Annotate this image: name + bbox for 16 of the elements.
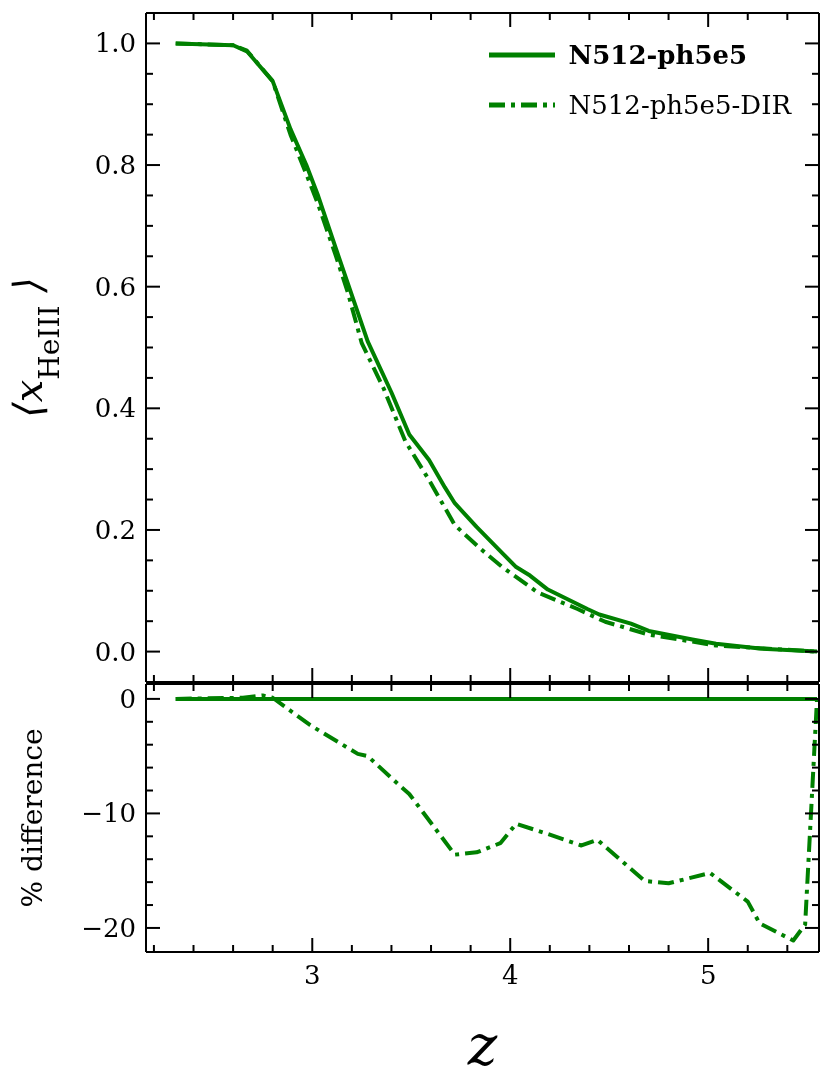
y-tick-label: 0.6: [94, 271, 136, 302]
legend-label: N512-ph5e5-DIR: [568, 90, 791, 120]
y-tick-label: 0.8: [94, 150, 136, 181]
x-axis-title: z: [466, 1013, 498, 1078]
y-tick-label: 0.4: [94, 393, 136, 424]
x-tick-label: 3: [304, 960, 321, 990]
y-tick-label: −20: [81, 912, 136, 943]
x-tick-label: 4: [501, 960, 519, 990]
y-axis-title: % difference: [16, 728, 49, 908]
x-tick-label: 5: [699, 960, 717, 990]
y-tick-label: −10: [81, 798, 136, 829]
legend-label: N512-ph5e5: [568, 40, 748, 70]
y-tick-label: 1.0: [94, 28, 136, 59]
y-tick-label: 0: [119, 683, 136, 714]
y-tick-label: 0.2: [94, 514, 136, 545]
y-tick-label: 0.0: [94, 636, 136, 667]
